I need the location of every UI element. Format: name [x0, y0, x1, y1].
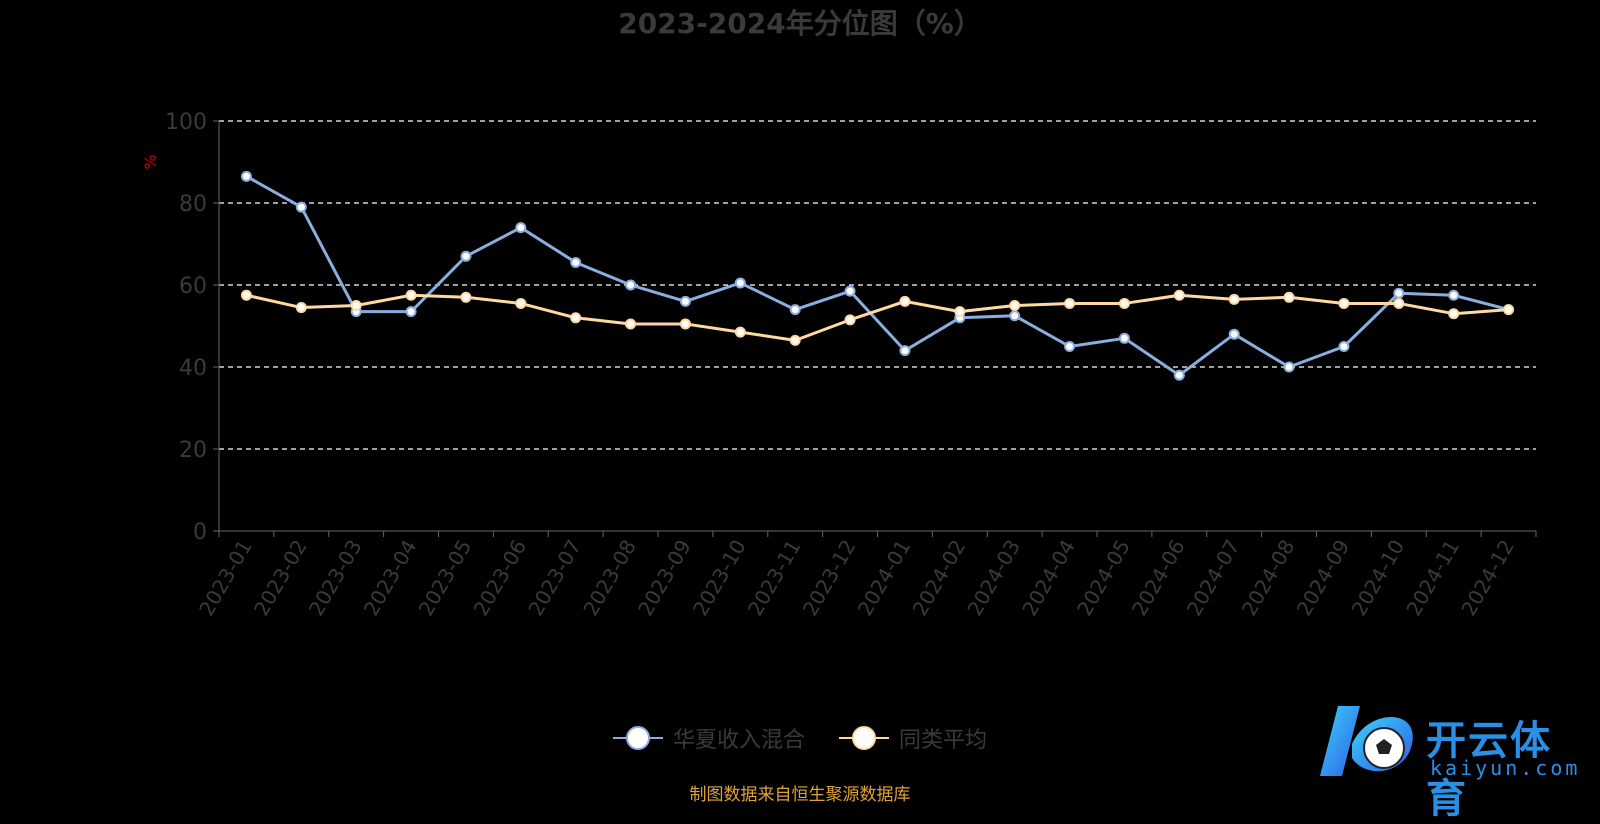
series-1-point: [1393, 287, 1405, 299]
series-1-point: [1064, 341, 1076, 352]
series-1-point: [515, 222, 527, 234]
series-2-point: [789, 334, 801, 346]
series-2-point: [1393, 297, 1405, 309]
chart-title: 2023-2024年分位图（%）: [618, 7, 982, 40]
series-2-point: [1173, 289, 1185, 301]
series-1-point: [844, 285, 856, 297]
legend-label-series-2: 同类平均: [899, 728, 988, 753]
series-2-point: [1118, 297, 1130, 309]
watermark-domain: kaiyun.com: [1430, 756, 1581, 780]
watermark-logo: 开云体育 kaiyun.com: [1308, 698, 1586, 822]
x-tick-label: 2023-02: [249, 536, 312, 620]
series-1-point: [679, 295, 691, 307]
x-tick-label: 2024-03: [962, 536, 1025, 620]
y-axis-label: %: [141, 154, 160, 169]
y-tick-label: 40: [179, 356, 207, 381]
series-1-point: [295, 201, 307, 213]
series-2-point: [1503, 304, 1515, 316]
series-2-point: [1228, 293, 1240, 305]
watermark-brand: 开云体育: [1426, 718, 1552, 822]
legend-label-series-1: 华夏收入混合: [672, 728, 805, 753]
series-2-point: [460, 291, 472, 303]
series-2-point: [625, 318, 637, 330]
x-tick-label: 2024-10: [1347, 536, 1410, 620]
series-1-point: [789, 304, 801, 316]
x-tick-label: 2024-08: [1237, 536, 1300, 620]
x-tick-label: 2023-03: [304, 536, 367, 620]
x-tick-label: 2024-07: [1182, 536, 1245, 620]
x-tick-label: 2023-09: [633, 536, 696, 620]
line-chart: 0 20 40 60 80 100 2023-012023-022023-032023-04…: [141, 110, 1537, 620]
series-1-point: [899, 345, 911, 357]
series-1-point: [460, 250, 472, 262]
series-2-point: [1009, 300, 1021, 311]
series-1-point: [1009, 310, 1021, 322]
series-1-point: [1283, 361, 1295, 373]
series-2-point: [240, 289, 252, 301]
legend-item-series-1[interactable]: 华夏收入混合: [612, 722, 805, 754]
x-tick-label: 2024-12: [1456, 536, 1519, 620]
y-tick-label: 0: [193, 520, 207, 545]
series-1-point: [570, 256, 582, 268]
y-tick-label: 100: [165, 110, 207, 135]
series-2-point: [1064, 297, 1076, 309]
series-2-point: [350, 300, 362, 311]
series-2-point: [734, 326, 746, 338]
series-2-point: [1338, 297, 1350, 309]
series-line-1: [245, 175, 1509, 377]
series-2-point: [570, 312, 582, 324]
legend-item-series-2[interactable]: 同类平均: [839, 722, 987, 754]
y-tick-label: 80: [179, 192, 207, 217]
series-2-point: [295, 302, 307, 314]
series-2-point: [899, 295, 911, 307]
legend-swatch-series-1: [612, 726, 663, 750]
kaiyun-logo-icon: [1320, 706, 1413, 776]
series-line-2: [246, 293, 1509, 342]
x-tick-label: 2023-06: [469, 536, 532, 620]
series-2-point: [954, 306, 966, 318]
y-tick-label: 60: [179, 274, 207, 299]
series-2-point: [679, 318, 691, 330]
x-tick-label: 2023-01: [194, 536, 257, 620]
series-1-point: [1228, 328, 1240, 340]
series-1-point: [1118, 332, 1130, 344]
x-tick-label: 2023-07: [523, 536, 586, 620]
series-1-point: [625, 279, 637, 291]
x-tick-label: 2023-05: [414, 536, 477, 620]
legend: 华夏收入混合 同类平均: [0, 722, 1600, 754]
series-1-point: [1173, 369, 1185, 381]
series-2-point: [515, 297, 527, 309]
series-1-point: [1338, 341, 1350, 352]
x-tick-label: 2024-01: [853, 536, 916, 620]
legend-swatch-series-2: [839, 726, 889, 750]
series-2-point: [1448, 308, 1460, 320]
series-1-point: [1448, 289, 1460, 301]
x-tick-label: 2024-02: [908, 536, 971, 620]
series-2-point: [844, 314, 856, 326]
series-1-point: [734, 277, 746, 289]
x-tick-label: 2023-08: [578, 536, 641, 620]
x-tick-label: 2023-10: [688, 536, 751, 620]
x-tick-label: 2024-11: [1401, 536, 1464, 620]
series-1-point: [405, 306, 417, 318]
x-tick-label: 2023-04: [359, 536, 422, 620]
series-2-point: [405, 289, 417, 301]
x-tick-label: 2024-05: [1072, 536, 1135, 620]
x-tick-label: 2024-06: [1127, 536, 1190, 620]
x-tick-label: 2024-09: [1292, 536, 1355, 620]
x-tick-label: 2023-12: [798, 536, 861, 620]
series-1-point: [240, 170, 252, 182]
x-tick-label: 2023-11: [743, 536, 806, 620]
y-tick-label: 20: [179, 438, 207, 463]
series-2-point: [1283, 291, 1295, 303]
x-tick-label: 2024-04: [1017, 536, 1080, 620]
